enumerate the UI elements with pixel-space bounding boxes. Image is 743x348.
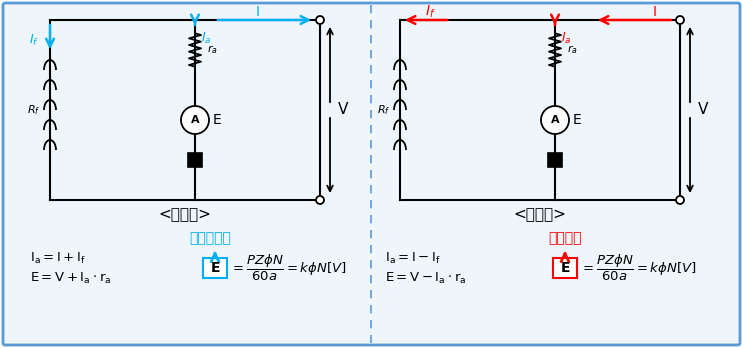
FancyBboxPatch shape — [548, 153, 562, 167]
Text: 유기기전력: 유기기전력 — [189, 231, 231, 245]
Text: <발전기>: <발전기> — [158, 207, 212, 222]
Text: $r_a$: $r_a$ — [567, 44, 578, 56]
Text: $r_a$: $r_a$ — [207, 44, 218, 56]
Text: $= \dfrac{PZ\phi N}{60a} = k\phi N[V]$: $= \dfrac{PZ\phi N}{60a} = k\phi N[V]$ — [580, 253, 697, 283]
Text: $\mathrm{I_a = I + I_f}$: $\mathrm{I_a = I + I_f}$ — [30, 251, 86, 266]
Text: $\mathrm{E = V - I_a \cdot r_a}$: $\mathrm{E = V - I_a \cdot r_a}$ — [385, 270, 467, 286]
Text: $\mathrm{E = V + I_a \cdot r_a}$: $\mathrm{E = V + I_a \cdot r_a}$ — [30, 270, 111, 286]
FancyBboxPatch shape — [553, 258, 577, 278]
Text: E: E — [213, 113, 221, 127]
Circle shape — [316, 16, 324, 24]
Text: E: E — [560, 261, 570, 275]
Text: A: A — [191, 115, 199, 125]
Text: $I_f$: $I_f$ — [425, 4, 435, 20]
Text: V: V — [338, 103, 348, 118]
Text: $R_f$: $R_f$ — [27, 103, 41, 117]
Circle shape — [541, 106, 569, 134]
Text: A: A — [551, 115, 559, 125]
FancyBboxPatch shape — [203, 258, 227, 278]
Text: I: I — [256, 5, 259, 19]
Circle shape — [316, 196, 324, 204]
Text: E: E — [210, 261, 220, 275]
Text: 역기전력: 역기전력 — [548, 231, 582, 245]
Text: $I_a$: $I_a$ — [561, 31, 571, 46]
FancyBboxPatch shape — [3, 3, 740, 345]
Text: $I_a$: $I_a$ — [201, 31, 212, 46]
Text: $I_f$: $I_f$ — [29, 32, 39, 48]
Text: $= \dfrac{PZ\phi N}{60a} = k\phi N[V]$: $= \dfrac{PZ\phi N}{60a} = k\phi N[V]$ — [230, 253, 346, 283]
Text: I: I — [653, 5, 657, 19]
Text: <전동기>: <전동기> — [513, 207, 566, 222]
Text: $R_f$: $R_f$ — [377, 103, 391, 117]
Circle shape — [676, 196, 684, 204]
Circle shape — [676, 16, 684, 24]
Text: V: V — [698, 103, 708, 118]
Circle shape — [181, 106, 209, 134]
Text: $\mathrm{I_a = I - I_f}$: $\mathrm{I_a = I - I_f}$ — [385, 251, 441, 266]
FancyBboxPatch shape — [188, 153, 202, 167]
Text: E: E — [573, 113, 582, 127]
